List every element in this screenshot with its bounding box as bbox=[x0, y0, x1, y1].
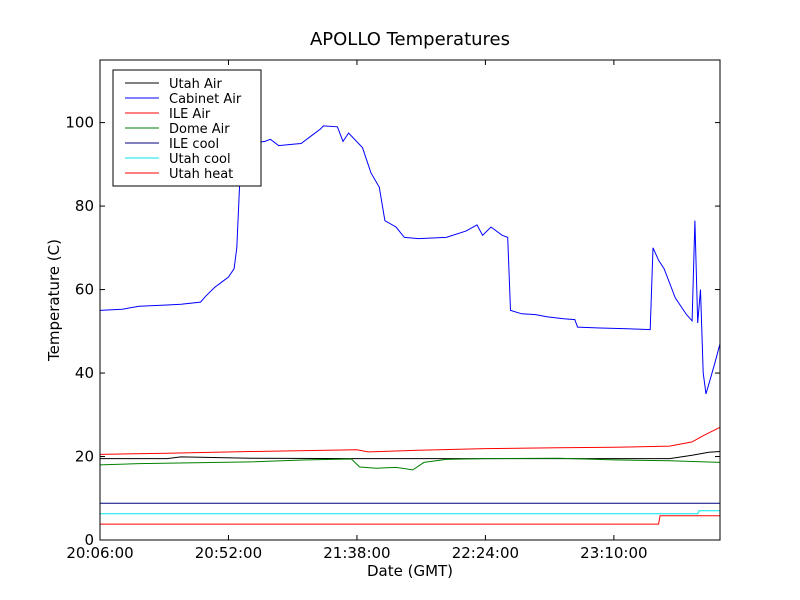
x-tick-label: 20:06:00 bbox=[66, 544, 133, 562]
legend-label-5: Utah cool bbox=[169, 152, 231, 167]
chart-title: APOLLO Temperatures bbox=[310, 29, 510, 50]
x-axis: 20:06:00 20:52:00 21:38:00 22:24:00 23:10:00 bbox=[66, 60, 648, 562]
y-tick-label: 20 bbox=[75, 448, 94, 466]
plot-area bbox=[99, 122, 721, 525]
y-tick-label: 100 bbox=[65, 114, 94, 132]
y-axis-label: Temperature (C) bbox=[45, 239, 63, 362]
series-line-6 bbox=[100, 515, 720, 525]
series-line-1 bbox=[99, 122, 721, 395]
y-tick-label: 80 bbox=[75, 197, 94, 215]
legend-label-0: Utah Air bbox=[169, 77, 222, 92]
x-axis-label: Date (GMT) bbox=[367, 562, 453, 580]
legend-label-3: Dome Air bbox=[169, 122, 230, 137]
x-tick-label: 21:38:00 bbox=[323, 544, 390, 562]
y-tick-label: 60 bbox=[75, 281, 94, 299]
series-line-3 bbox=[99, 457, 721, 471]
y-tick-label: 40 bbox=[75, 364, 94, 382]
x-tick-label: 23:10:00 bbox=[580, 544, 647, 562]
legend-label-6: Utah heat bbox=[169, 167, 233, 182]
series-line-2 bbox=[99, 426, 721, 455]
plot-frame bbox=[99, 59, 721, 541]
y-axis: 0 20 40 60 80 100 bbox=[65, 114, 720, 549]
x-tick-label: 22:24:00 bbox=[452, 544, 519, 562]
series-line-5 bbox=[100, 510, 720, 515]
legend-label-1: Cabinet Air bbox=[169, 92, 242, 107]
legend-label-2: ILE Air bbox=[169, 107, 211, 122]
y-tick-label: 0 bbox=[84, 531, 94, 549]
x-tick-label: 20:52:00 bbox=[195, 544, 262, 562]
legend-label-4: ILE cool bbox=[169, 137, 219, 152]
